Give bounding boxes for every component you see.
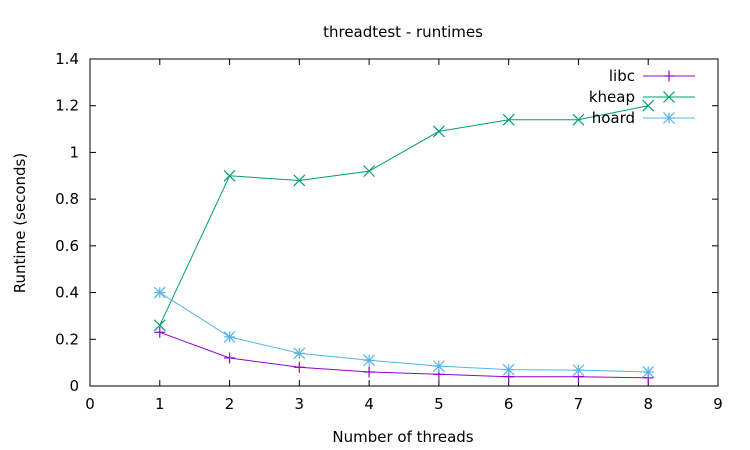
- x-tick-label: 7: [574, 395, 584, 413]
- y-tick-label: 1.2: [55, 97, 79, 115]
- x-tick-label: 9: [713, 395, 723, 413]
- y-tick-label: 0.6: [55, 237, 79, 255]
- data-point: [223, 331, 236, 343]
- x-tick-label: 0: [85, 395, 95, 413]
- data-point: [502, 113, 515, 126]
- chart-title: threadtest - runtimes: [323, 23, 483, 41]
- axis-ticks: 0 1 2 3 4 5 6 7 8 9 0 0.2 0.4 0.6 0.8 1 1.2 1.4: [55, 50, 723, 413]
- y-tick-label: 0: [69, 377, 79, 395]
- data-point: [224, 352, 236, 364]
- data-point: [223, 169, 236, 182]
- series-layer: [153, 99, 655, 384]
- legend-marker: [663, 91, 675, 103]
- data-point: [363, 165, 376, 178]
- data-point: [293, 361, 305, 373]
- x-tick-label: 5: [434, 395, 444, 413]
- x-tick-label: 8: [643, 395, 653, 413]
- y-axis-label: Runtime (seconds): [11, 153, 29, 293]
- data-point: [572, 364, 585, 377]
- series-line: [159, 331, 649, 379]
- x-tick-label: 4: [364, 395, 374, 413]
- data-point: [154, 326, 166, 338]
- data-point: [363, 354, 376, 367]
- legend-label: libc: [609, 67, 635, 85]
- legend-marker: [663, 112, 675, 124]
- plot-frame: [89, 58, 719, 387]
- series-libc: [154, 326, 654, 384]
- x-tick-label: 1: [155, 395, 165, 413]
- x-tick-label: 2: [225, 395, 235, 413]
- x-tick-label: 3: [295, 395, 305, 413]
- y-tick-label: 1: [69, 143, 79, 161]
- legend: libc kheap hoard: [589, 67, 695, 127]
- legend-label: hoard: [592, 109, 635, 127]
- legend-label: kheap: [589, 88, 635, 106]
- y-tick-label: 0.4: [55, 284, 79, 302]
- data-point: [502, 363, 515, 376]
- series-line: [159, 292, 649, 373]
- data-point: [642, 99, 655, 112]
- data-point: [363, 366, 375, 378]
- data-point: [432, 125, 445, 138]
- data-point: [572, 113, 585, 126]
- data-point: [642, 366, 655, 378]
- series-kheap: [153, 99, 655, 332]
- y-tick-label: 0.2: [55, 330, 79, 348]
- y-tick-label: 1.4: [55, 50, 79, 68]
- series-hoard: [153, 286, 655, 378]
- data-point: [293, 347, 306, 360]
- x-axis-label: Number of threads: [332, 428, 473, 446]
- data-point: [153, 319, 166, 332]
- data-point: [432, 360, 445, 373]
- data-point: [153, 286, 166, 299]
- data-point: [293, 174, 306, 187]
- series-line: [159, 105, 649, 326]
- x-tick-label: 6: [504, 395, 514, 413]
- legend-marker: [663, 70, 675, 82]
- y-tick-label: 0.8: [55, 190, 79, 208]
